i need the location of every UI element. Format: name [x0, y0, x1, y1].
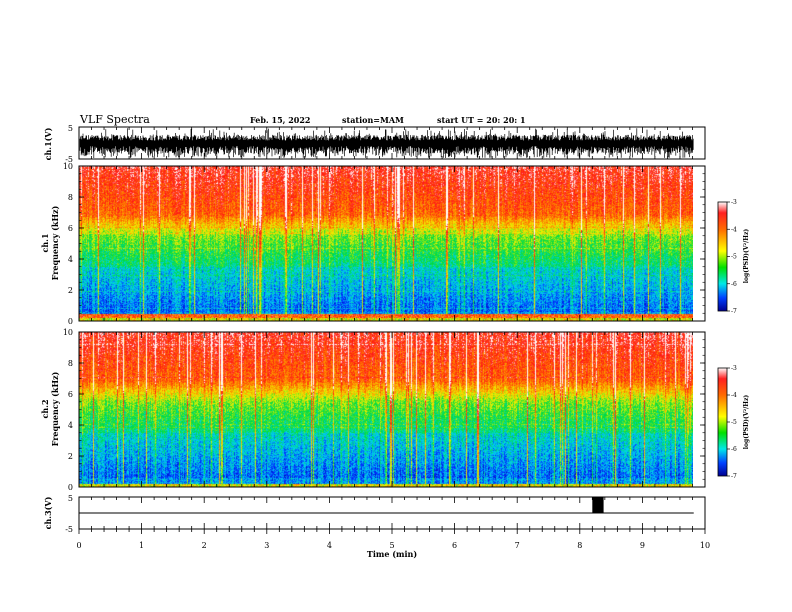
- ch1-waveform-line: [79, 128, 694, 158]
- spec1-yt-label-5: 10: [63, 162, 73, 171]
- time-tick-3: 3: [264, 541, 269, 550]
- spec1-yt-label-4: 8: [68, 193, 73, 202]
- figure-title: VLF Spectra: [79, 113, 150, 126]
- spec2-yt-label-1: 2: [68, 452, 73, 461]
- time-tick-2: 2: [202, 541, 207, 550]
- spec2-yt-label-5: 10: [63, 328, 73, 337]
- cb1-ticks-label-3: -6: [731, 281, 737, 288]
- ch3-pulse: [592, 497, 604, 513]
- cb1-ticks-label-2: -5: [731, 254, 737, 261]
- spec2-yt-label-2: 4: [68, 421, 73, 430]
- ch1-colorbar-label: log(PSD)(V²/Hz): [743, 229, 750, 284]
- time-tick-0: 0: [76, 541, 81, 550]
- time-tick-6: 6: [452, 541, 457, 550]
- time-tick-9: 9: [640, 541, 645, 550]
- spec1-yt-label-3: 6: [68, 224, 73, 233]
- spec2-yt-label-3: 6: [68, 390, 73, 399]
- ch1-spectrogram-panel: 0 2 4 6 8 10 ch.1 Frequency (kHz): [40, 162, 706, 326]
- ch2-colorbar-gradient: [718, 368, 727, 476]
- station-label: station=MAM: [342, 115, 404, 125]
- ch1-spectrogram-image: [79, 166, 693, 321]
- ch2-colorbar-label: log(PSD)(V²/Hz): [743, 395, 750, 450]
- ch1-colorbar-ticks: -3 -4 -5 -6 -7: [727, 199, 737, 315]
- ch3-ytick-top: 5: [68, 494, 73, 503]
- ch2-spectrogram-yticks: 0 2 4 6 8 10: [63, 328, 705, 492]
- time-tick-7: 7: [515, 541, 520, 550]
- ch2-ylabel-channel: ch.2: [40, 399, 50, 418]
- spec1-yt-label-1: 2: [68, 286, 73, 295]
- cb2-ticks-label-2: -5: [731, 419, 737, 426]
- time-tick-5: 5: [389, 541, 394, 550]
- ch2-spectrogram-panel: 0 2 4 6 8 10 ch.2 Frequency (kHz): [40, 328, 706, 492]
- spec2-yt-label-4: 8: [68, 359, 73, 368]
- ch1-ylabel-frequency: Frequency (kHz): [50, 205, 60, 280]
- time-tick-8: 8: [577, 541, 582, 550]
- ch1-waveform-ylabel: ch.1(V): [43, 127, 53, 160]
- ch1-colorbar-gradient: [718, 202, 727, 311]
- time-tick-labels: 0 1 2 3 4 5 6 7 8 9 10: [76, 541, 710, 550]
- ch1-ylabel-channel: ch.1: [40, 233, 50, 252]
- ch3-waveform-panel: 5 -5 ch.3(V): [43, 494, 706, 534]
- spec1-yt-label-2: 4: [68, 255, 73, 264]
- ch3-ytick-bottom: -5: [65, 525, 73, 534]
- ch2-colorbar-ticks: -3 -4 -5 -6 -7: [727, 365, 737, 480]
- time-tick-10: 10: [700, 541, 710, 550]
- cb2-ticks-label-3: -6: [731, 446, 737, 453]
- cb1-ticks-label-1: -4: [731, 226, 737, 233]
- ch1-waveform-panel: 5 -5 ch.1(V): [43, 124, 706, 164]
- ch1-waveform-trace: [79, 128, 694, 158]
- time-tick-1: 1: [139, 541, 144, 550]
- cb1-ticks-label-0: -3: [731, 199, 737, 206]
- ch2-spectrogram-image: [79, 332, 693, 487]
- ch1-ytick-bottom: -5: [65, 155, 73, 164]
- ch1-ytick-top: 5: [68, 124, 73, 133]
- spec2-yt-label-0: 0: [68, 483, 73, 492]
- time-tick-marks: [78, 127, 706, 534]
- date-label: Feb. 15, 2022: [250, 115, 310, 125]
- ch1-colorbar: -3 -4 -5 -6 -7 log(PSD)(V²/Hz): [717, 199, 750, 315]
- spec1-yt-label-0: 0: [68, 317, 73, 326]
- start-time-label: start UT = 20: 20: 1: [437, 115, 526, 125]
- time-tick-4: 4: [327, 541, 332, 550]
- cb1-ticks-label-4: -7: [731, 308, 737, 315]
- cb2-ticks-label-1: -4: [731, 392, 737, 399]
- ch1-spectrogram-yticks: 0 2 4 6 8 10: [63, 162, 705, 326]
- cb2-ticks-label-0: -3: [731, 365, 737, 372]
- ch2-colorbar: -3 -4 -5 -6 -7 log(PSD)(V²/Hz): [717, 365, 750, 480]
- time-axis-label: Time (min): [367, 549, 417, 559]
- ch3-waveform-ylabel: ch.3(V): [43, 496, 53, 529]
- cb2-ticks-label-4: -7: [731, 473, 737, 480]
- ch2-ylabel-frequency: Frequency (kHz): [50, 371, 60, 446]
